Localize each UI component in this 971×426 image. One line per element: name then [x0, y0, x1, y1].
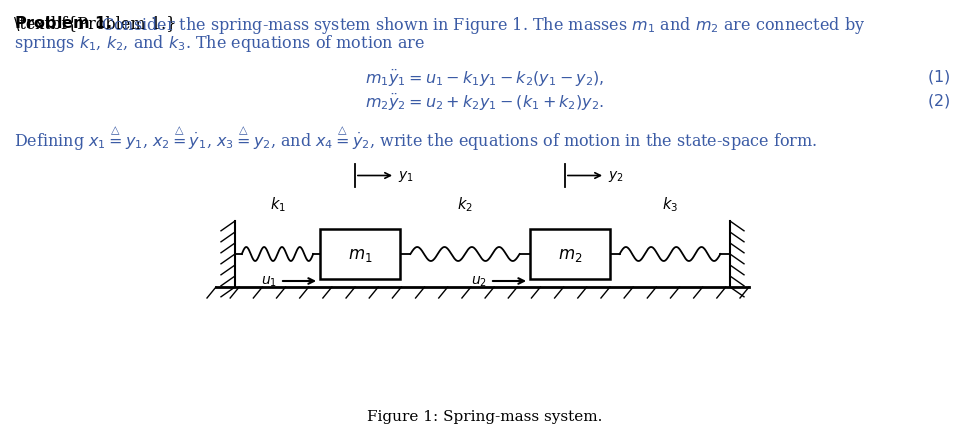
Text: $y_1$: $y_1$: [398, 169, 414, 184]
Text: $y_2$: $y_2$: [608, 169, 623, 184]
Text: $m_1\ddot{y}_1 = u_1 - k_1 y_1 - k_2(y_1 - y_2),$: $m_1\ddot{y}_1 = u_1 - k_1 y_1 - k_2(y_1…: [365, 68, 605, 89]
Text: springs $k_1$, $k_2$, and $k_3$. The equations of motion are: springs $k_1$, $k_2$, and $k_3$. The equ…: [14, 33, 425, 54]
Text: $\bf{Problem\ 1.}$: $\bf{Problem\ 1.}$: [14, 15, 112, 32]
Text: Defining $x_1 \overset{\triangle}{=} y_1$, $x_2 \overset{\triangle}{=} \dot{y}_1: Defining $x_1 \overset{\triangle}{=} y_1…: [14, 125, 818, 153]
Text: $u_1$: $u_1$: [261, 274, 277, 288]
Text: $u_2$: $u_2$: [471, 274, 487, 288]
Text: Figure 1: Spring-mass system.: Figure 1: Spring-mass system.: [367, 409, 603, 423]
Text: \textbf{Problem 1.}: \textbf{Problem 1.}: [14, 15, 177, 32]
Text: $m_1$: $m_1$: [348, 247, 372, 264]
Text: $m_2$: $m_2$: [557, 247, 583, 264]
Text: $(2)$: $(2)$: [926, 92, 950, 110]
Text: $(1)$: $(1)$: [926, 68, 950, 86]
Text: Consider the spring-mass system shown in Figure 1. The masses $m_1$ and $m_2$ ar: Consider the spring-mass system shown in…: [101, 15, 865, 36]
Text: $m_2\ddot{y}_2 = u_2 + k_2 y_1 - (k_1 + k_2)y_2.$: $m_2\ddot{y}_2 = u_2 + k_2 y_1 - (k_1 + …: [365, 92, 605, 113]
Text: $k_3$: $k_3$: [662, 195, 678, 213]
Text: $k_1$: $k_1$: [270, 195, 285, 213]
Text: $k_2$: $k_2$: [457, 195, 473, 213]
Bar: [530, 230, 610, 279]
Bar: [320, 230, 400, 279]
